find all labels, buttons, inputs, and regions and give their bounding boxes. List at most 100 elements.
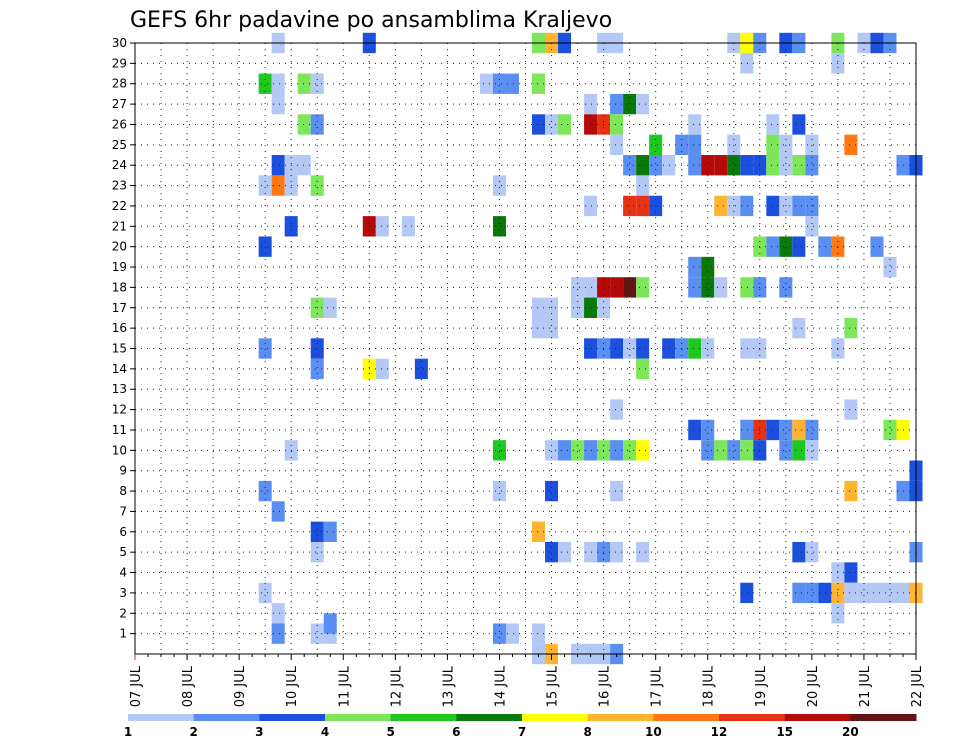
y-tick-label: 25: [112, 138, 127, 152]
data-cell: [792, 419, 806, 441]
data-cell: [558, 440, 572, 461]
data-cell: [896, 480, 910, 502]
data-cell: [545, 541, 559, 563]
y-tick-label: 24: [112, 158, 127, 172]
y-tick-label: 29: [112, 56, 127, 70]
data-cell: [818, 236, 832, 257]
data-cell: [805, 155, 819, 176]
data-cell: [805, 216, 819, 237]
data-cell: [870, 236, 884, 257]
data-cell: [545, 317, 559, 339]
y-tick-label: 16: [112, 321, 127, 335]
data-cell: [610, 440, 624, 461]
data-cell: [610, 277, 624, 298]
data-cell: [310, 358, 324, 380]
data-cell: [766, 134, 780, 156]
data-cell: [883, 419, 897, 441]
x-tick-label: 09 JUL: [233, 665, 248, 707]
data-cell: [636, 277, 650, 298]
data-cell: [766, 236, 780, 257]
y-tick-label: 22: [112, 199, 127, 213]
data-cell: [258, 175, 272, 196]
y-tick-label: 4: [119, 566, 127, 580]
data-cell: [688, 277, 702, 298]
x-axis: 07 JUL 08 JUL 09 JUL 10 JUL 11 JUL 12 JUL 13 J…: [129, 654, 925, 707]
data-cell: [857, 582, 871, 604]
colorbar-tick-label: 10: [645, 725, 662, 739]
y-tick-label: 5: [119, 545, 127, 559]
data-cell: [271, 73, 285, 94]
data-cell: [297, 73, 311, 94]
colorbar-swatch: [784, 714, 851, 721]
data-cell: [610, 114, 624, 135]
data-cell: [688, 114, 702, 135]
data-cell: [584, 195, 598, 217]
data-cell: [766, 419, 780, 441]
colorbar-swatch: [259, 714, 326, 721]
data-cell: [896, 419, 910, 441]
data-cell: [792, 114, 806, 135]
x-tick-label: 21 JUL: [858, 665, 873, 707]
data-cell: [688, 155, 702, 176]
y-tick-label: 7: [119, 504, 127, 518]
data-cell: [636, 155, 650, 176]
data-cell: [545, 480, 559, 502]
y-tick-label: 10: [112, 443, 127, 457]
data-cell: [883, 582, 897, 604]
data-cell: [297, 114, 311, 135]
data-cell: [740, 195, 754, 217]
y-tick-label: 12: [112, 403, 127, 417]
y-tick-label: 30: [112, 36, 127, 50]
colorbar-tick-label: 6: [452, 725, 460, 739]
colorbar-swatch: [325, 714, 392, 721]
data-cell: [258, 73, 272, 94]
data-cell: [844, 317, 858, 339]
y-tick-label: 28: [112, 77, 127, 91]
y-tick-label: 21: [112, 219, 127, 233]
data-cell: [610, 399, 624, 420]
data-cell: [818, 582, 832, 604]
data-cell: [323, 297, 337, 318]
data-cell: [492, 480, 506, 502]
data-cell: [701, 419, 715, 441]
data-cell: [297, 155, 311, 176]
data-cell: [271, 155, 285, 176]
data-cell: [792, 236, 806, 257]
data-cell: [584, 440, 598, 461]
x-tick-label: 14 JUL: [493, 665, 508, 707]
data-cell: [532, 317, 546, 339]
data-cell: [310, 541, 324, 563]
data-cell: [584, 114, 598, 135]
data-cell: [492, 216, 506, 237]
data-cell: [805, 582, 819, 604]
data-cell: [623, 440, 637, 461]
colorbar-tick-label: 7: [518, 725, 526, 739]
data-cell: [844, 582, 858, 604]
data-cell: [636, 175, 650, 196]
x-tick-label: 07 JUL: [129, 665, 144, 707]
data-cell: [714, 440, 728, 461]
colorbar-tick-label: 8: [583, 725, 591, 739]
x-tick-label: 19 JUL: [754, 665, 769, 707]
data-cell: [883, 256, 897, 278]
data-cell: [662, 155, 676, 176]
y-tick-label: 18: [112, 280, 127, 294]
colorbar-swatch: [390, 714, 457, 721]
colorbar-tick-label: 15: [776, 725, 793, 739]
data-cell: [545, 440, 559, 461]
data-cell: [623, 93, 637, 115]
y-tick-label: 15: [112, 342, 127, 356]
data-cell: [323, 613, 337, 634]
data-cell: [701, 338, 715, 359]
data-cell: [571, 277, 585, 298]
data-cell: [492, 73, 506, 94]
data-cell: [401, 216, 415, 237]
colorbar-swatch: [193, 714, 260, 721]
data-cell: [727, 155, 741, 176]
data-cell: [740, 582, 754, 604]
data-cell: [610, 541, 624, 563]
data-cell: [310, 521, 324, 542]
y-tick-label: 6: [119, 525, 127, 539]
data-cell: [792, 582, 806, 604]
colorbar-tick-label: 12: [711, 725, 728, 739]
